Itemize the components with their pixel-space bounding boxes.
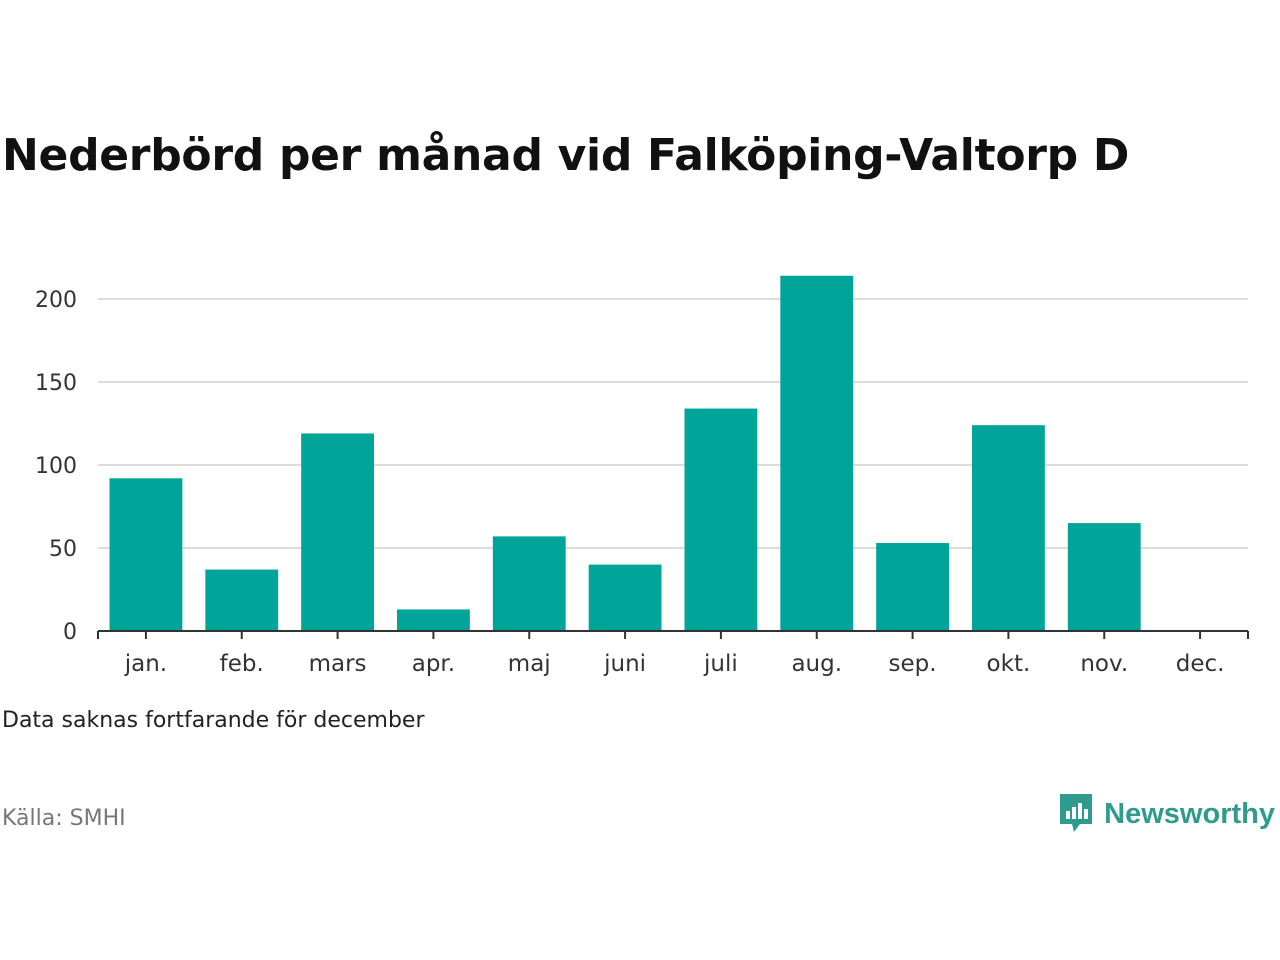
bar-jan bbox=[109, 478, 183, 631]
bar-mars bbox=[301, 433, 374, 631]
brand-logo: Newsworthy bbox=[1058, 792, 1275, 836]
bar-juli bbox=[684, 408, 758, 631]
x-tick-label: juli bbox=[703, 651, 738, 677]
bar-sep bbox=[876, 543, 949, 631]
bars bbox=[109, 275, 1141, 631]
x-tick-label: mars bbox=[309, 651, 367, 677]
bar-chart: 0 50 100 150 200 jan. feb. mars apr. maj juni juli… bbox=[35, 275, 1249, 677]
x-tick-label: feb. bbox=[220, 651, 264, 677]
x-tick-label: jan. bbox=[124, 651, 167, 677]
x-tick-label: aug. bbox=[791, 651, 842, 677]
brand-name: Newsworthy bbox=[1104, 797, 1275, 830]
bar-apr bbox=[397, 609, 470, 631]
y-tick-labels: 0 50 100 150 200 bbox=[35, 288, 77, 645]
y-tick-label: 200 bbox=[35, 288, 77, 313]
x-tick-label: juni bbox=[603, 651, 646, 677]
bar-aug bbox=[780, 275, 854, 631]
x-tick-label: nov. bbox=[1080, 651, 1128, 677]
y-tick-label: 50 bbox=[49, 537, 77, 562]
bar-juni bbox=[588, 564, 662, 631]
bar-okt bbox=[972, 425, 1045, 631]
chart-title: Nederbörd per månad vid Falköping-Valtor… bbox=[2, 130, 1130, 181]
x-axis bbox=[97, 630, 1249, 639]
bar-maj bbox=[492, 536, 566, 631]
y-tick-label: 150 bbox=[35, 371, 77, 396]
gridlines bbox=[98, 298, 1248, 549]
x-tick-labels: jan. feb. mars apr. maj juni juli aug. sep. okt. n… bbox=[124, 651, 1225, 677]
x-tick-label: sep. bbox=[889, 651, 937, 677]
chart-note: Data saknas fortfarande för december bbox=[2, 708, 425, 733]
source-label: Källa: SMHI bbox=[2, 806, 126, 831]
x-tick-label: maj bbox=[508, 651, 551, 677]
x-tick-label: okt. bbox=[987, 651, 1031, 677]
newsworthy-logo-icon bbox=[1060, 794, 1093, 832]
y-tick-label: 0 bbox=[63, 620, 77, 645]
x-tick-label: apr. bbox=[412, 651, 455, 677]
y-tick-label: 100 bbox=[35, 454, 77, 479]
bar-feb bbox=[205, 569, 279, 631]
bar-nov bbox=[1067, 523, 1141, 631]
x-tick-label: dec. bbox=[1176, 651, 1225, 677]
